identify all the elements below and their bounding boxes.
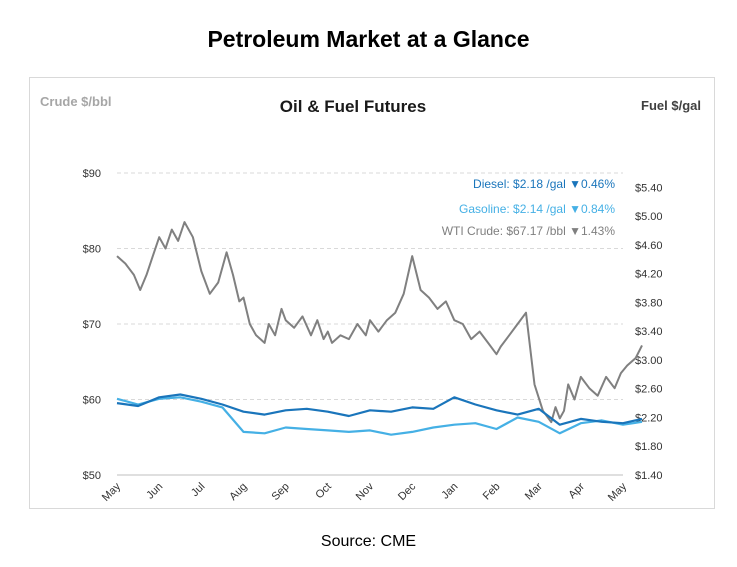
series-line-gasoline xyxy=(116,396,643,436)
x-tick-label: Apr xyxy=(566,480,587,501)
series-line-wti-crude xyxy=(116,221,643,424)
x-tick-label: Jul xyxy=(189,481,207,499)
legend-entry: Gasoline: $2.14 /gal ▼0.84% xyxy=(459,202,615,216)
legend-entry: Diesel: $2.18 /gal ▼0.46% xyxy=(473,177,615,191)
x-tick-label: Mar xyxy=(523,480,545,502)
right-tick-label: $5.40 xyxy=(635,182,663,194)
chart-title: Oil & Fuel Futures xyxy=(280,97,426,116)
right-tick-label: $4.60 xyxy=(635,240,663,252)
x-tick-label: Sep xyxy=(269,481,291,503)
page-title: Petroleum Market at a Glance xyxy=(207,26,530,52)
x-tick-label: Oct xyxy=(313,481,334,502)
x-tick-label: Jan xyxy=(439,481,460,502)
x-tick-label: May xyxy=(100,480,124,504)
right-tick-label: $1.40 xyxy=(635,470,663,482)
x-tick-label: Jun xyxy=(144,481,165,502)
right-tick-label: $5.00 xyxy=(635,211,663,223)
left-tick-label: $60 xyxy=(83,395,101,407)
right-tick-label: $4.20 xyxy=(635,269,663,281)
source-note: Source: CME xyxy=(320,533,417,550)
left-axis-title: Crude $/bbl xyxy=(40,94,112,109)
x-tick-label: Nov xyxy=(354,480,377,503)
left-tick-label: $80 xyxy=(83,244,101,256)
left-tick-label: $70 xyxy=(83,319,101,331)
x-tick-label: Dec xyxy=(396,480,419,503)
right-tick-label: $2.60 xyxy=(635,384,663,396)
legend-entry: WTI Crude: $67.17 /bbl ▼1.43% xyxy=(442,224,616,238)
x-tick-label: Aug xyxy=(227,481,249,503)
right-tick-label: $1.80 xyxy=(635,441,663,453)
x-tick-label: May xyxy=(606,480,630,504)
right-axis-title: Fuel $/gal xyxy=(641,98,701,113)
chart-frame xyxy=(29,77,715,509)
series-line-diesel xyxy=(116,393,643,426)
left-tick-label: $50 xyxy=(83,470,101,482)
x-tick-label: Feb xyxy=(481,481,503,503)
right-tick-label: $3.80 xyxy=(635,297,663,309)
left-tick-label: $90 xyxy=(83,168,101,180)
right-tick-label: $3.00 xyxy=(635,355,663,367)
right-tick-label: $3.40 xyxy=(635,326,663,338)
